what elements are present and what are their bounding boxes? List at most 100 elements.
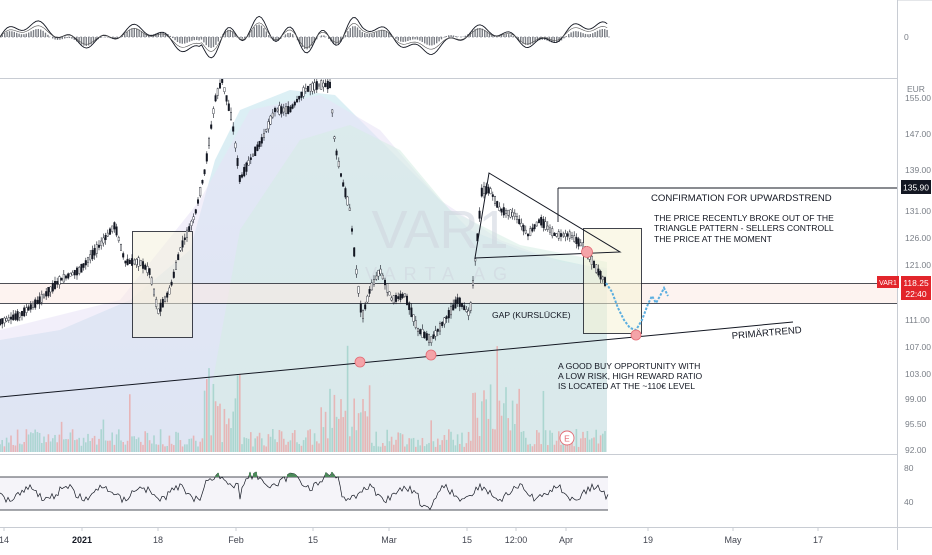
- candle: [367, 296, 369, 302]
- time-tick-label: May: [724, 535, 742, 545]
- volume-bar: [268, 434, 270, 452]
- macd-bar: [434, 37, 435, 45]
- candle: [23, 308, 25, 316]
- volume-bar: [439, 445, 441, 452]
- macd-bar: [412, 37, 413, 40]
- volume-bar: [140, 442, 142, 452]
- volume-bar: [369, 385, 371, 452]
- volume-bar: [364, 411, 366, 452]
- volume-bar: [452, 440, 454, 452]
- macd-bar: [578, 31, 579, 37]
- candle: [503, 207, 505, 215]
- candle: [235, 143, 237, 148]
- volume-bar: [162, 444, 164, 452]
- volume-bar: [395, 440, 397, 452]
- volume-bar: [191, 439, 193, 452]
- macd-bar: [40, 30, 41, 37]
- volume-bar: [248, 439, 250, 452]
- rsi-overbought-mark: [291, 473, 293, 477]
- macd-bar: [198, 37, 199, 40]
- volume-bar: [593, 437, 595, 452]
- rsi-overbought-mark: [329, 476, 331, 477]
- volume-bar: [171, 444, 173, 452]
- volume-bar: [224, 409, 226, 452]
- volume-bar: [545, 430, 547, 452]
- price-tick-label: 95.50: [905, 419, 927, 429]
- candle: [468, 311, 470, 316]
- volume-bar: [298, 444, 300, 452]
- candle: [538, 220, 540, 223]
- company-watermark: VARTA AG: [365, 264, 515, 284]
- candle: [100, 241, 102, 246]
- volume-bar: [578, 447, 580, 452]
- candle: [331, 110, 333, 113]
- volume-bar: [226, 424, 228, 452]
- volume-bar: [543, 391, 545, 452]
- candle: [558, 232, 560, 239]
- candle: [554, 233, 556, 236]
- candle: [452, 305, 454, 311]
- volume-bar: [92, 438, 94, 452]
- candle: [162, 299, 164, 307]
- candle: [81, 264, 83, 272]
- macd-bar: [371, 34, 372, 37]
- macd-bar: [191, 37, 192, 41]
- volume-bar: [415, 447, 417, 452]
- volume-bar: [70, 432, 72, 452]
- macd-bar: [215, 37, 216, 45]
- volume-bar: [573, 446, 575, 452]
- volume-bar: [65, 439, 67, 452]
- candle: [369, 289, 371, 293]
- macd-bar: [429, 37, 430, 45]
- volume-bar: [78, 438, 80, 452]
- volume-bar: [521, 432, 523, 452]
- price-tick-label: 126.00: [905, 233, 931, 243]
- volume-bar: [549, 430, 551, 452]
- macd-bar: [410, 37, 411, 40]
- volume-bar: [215, 401, 217, 452]
- volume-bar: [576, 429, 578, 452]
- volume-bar: [39, 433, 41, 452]
- rsi-pane: 80 40: [0, 463, 914, 510]
- rsi-overbought-mark: [215, 475, 217, 477]
- volume-bar: [272, 429, 274, 452]
- macd-bar: [386, 31, 387, 37]
- macd-bar: [402, 37, 403, 42]
- macd-bar: [220, 37, 221, 38]
- candle: [444, 318, 446, 324]
- candle: [395, 295, 397, 301]
- candle: [378, 270, 380, 276]
- candle: [470, 303, 472, 311]
- candle: [122, 253, 124, 257]
- candle: [485, 186, 487, 193]
- candle: [494, 196, 496, 204]
- candle: [595, 265, 597, 273]
- macd-bar: [604, 29, 605, 37]
- candle: [373, 279, 375, 285]
- volume-bar: [151, 444, 153, 452]
- volume-bar: [554, 445, 556, 452]
- candle: [228, 104, 230, 111]
- candle: [411, 308, 413, 317]
- candle: [210, 125, 212, 129]
- volume-bar: [393, 445, 395, 452]
- volume-bar: [367, 416, 369, 452]
- volume-bar: [155, 444, 157, 452]
- candle: [107, 233, 109, 236]
- macd-bar: [42, 31, 43, 37]
- candle: [230, 112, 232, 120]
- candle: [349, 208, 351, 211]
- macd-bar: [182, 37, 183, 44]
- volume-bar: [303, 440, 305, 452]
- candle: [144, 265, 146, 269]
- volume-bar: [455, 445, 457, 452]
- volume-bar: [358, 413, 360, 452]
- price-tag-value: 118.25: [903, 278, 929, 288]
- macd-bar: [563, 37, 564, 38]
- macd-bar: [45, 33, 46, 37]
- volume-bar: [582, 432, 584, 452]
- candle: [114, 222, 116, 229]
- candle: [521, 223, 523, 226]
- candle: [397, 296, 399, 298]
